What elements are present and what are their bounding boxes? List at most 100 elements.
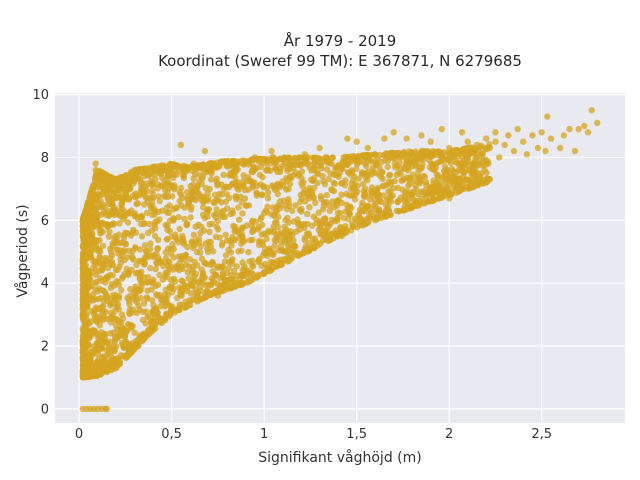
data-point <box>124 351 132 359</box>
data-point <box>288 249 295 256</box>
data-point <box>140 219 148 226</box>
data-point <box>186 256 193 263</box>
x-tick-label: 2,5 <box>531 427 552 442</box>
data-point <box>242 202 250 209</box>
data-point <box>247 277 254 284</box>
data-point <box>250 164 257 172</box>
data-point <box>221 258 229 265</box>
data-point <box>428 152 436 159</box>
data-point <box>90 182 97 189</box>
data-point <box>354 182 361 189</box>
data-point <box>438 125 445 133</box>
data-point <box>97 295 104 302</box>
data-point <box>370 202 378 209</box>
data-point <box>136 288 143 295</box>
data-point <box>228 242 235 249</box>
x-tick-label: 0 <box>75 427 83 442</box>
data-point <box>148 286 155 293</box>
data-point <box>327 231 335 238</box>
data-point <box>166 265 173 272</box>
data-point <box>274 190 281 198</box>
data-point <box>126 309 133 316</box>
data-point <box>363 219 370 226</box>
data-point <box>201 147 209 155</box>
data-point <box>325 222 333 230</box>
data-point <box>177 141 184 149</box>
data-point <box>394 198 401 205</box>
data-point <box>264 195 272 202</box>
data-point <box>435 158 443 166</box>
y-tick-label: 8 <box>41 151 49 166</box>
data-point <box>292 202 299 209</box>
data-point <box>167 284 175 291</box>
data-point <box>389 192 396 199</box>
data-point <box>102 254 109 262</box>
data-point <box>196 283 204 290</box>
data-point <box>192 196 199 204</box>
data-point <box>100 208 108 215</box>
chart-title-line1: År 1979 - 2019 <box>284 31 397 50</box>
data-point <box>459 159 467 166</box>
data-point <box>255 224 262 231</box>
data-point <box>291 154 298 162</box>
data-point <box>172 205 179 212</box>
data-point <box>455 180 463 187</box>
data-point <box>319 172 326 180</box>
data-point <box>304 210 311 218</box>
data-point <box>206 228 213 236</box>
data-point <box>483 169 490 176</box>
data-point <box>178 253 185 260</box>
data-point <box>407 157 415 164</box>
data-point <box>200 273 207 281</box>
data-point <box>154 185 161 192</box>
data-point <box>143 209 151 217</box>
data-point <box>213 223 220 230</box>
data-point <box>114 246 121 254</box>
data-point <box>170 182 178 189</box>
data-point <box>173 171 180 178</box>
data-point <box>323 166 331 173</box>
data-point <box>124 219 132 226</box>
data-point <box>150 252 157 259</box>
data-point <box>410 171 417 178</box>
data-point <box>250 225 257 233</box>
data-point <box>358 169 366 176</box>
data-point <box>431 167 438 174</box>
data-point <box>179 172 187 179</box>
data-point <box>185 263 193 270</box>
data-point <box>260 230 267 238</box>
data-point <box>473 150 480 157</box>
data-point <box>261 249 268 256</box>
data-point <box>313 216 320 223</box>
data-point <box>184 193 192 201</box>
data-point <box>86 328 94 336</box>
data-point <box>492 138 499 145</box>
data-point <box>445 149 452 157</box>
data-point <box>520 138 527 145</box>
data-point <box>129 229 136 236</box>
data-point <box>192 285 199 293</box>
data-point <box>95 258 102 266</box>
data-point <box>440 178 447 186</box>
data-point <box>137 165 144 173</box>
data-point <box>134 215 142 223</box>
data-point <box>129 255 136 262</box>
data-point <box>248 269 255 276</box>
data-point <box>202 282 209 289</box>
data-point <box>486 144 494 152</box>
data-point <box>87 188 95 196</box>
data-point <box>451 147 458 154</box>
data-point <box>313 154 320 161</box>
data-point <box>201 291 209 298</box>
data-point <box>317 221 324 228</box>
data-point <box>99 339 106 347</box>
data-point <box>97 333 105 341</box>
data-point <box>248 218 256 226</box>
data-point <box>385 188 392 195</box>
data-point <box>468 149 475 156</box>
data-point <box>92 160 99 167</box>
data-point <box>112 187 119 194</box>
data-point <box>141 242 149 249</box>
